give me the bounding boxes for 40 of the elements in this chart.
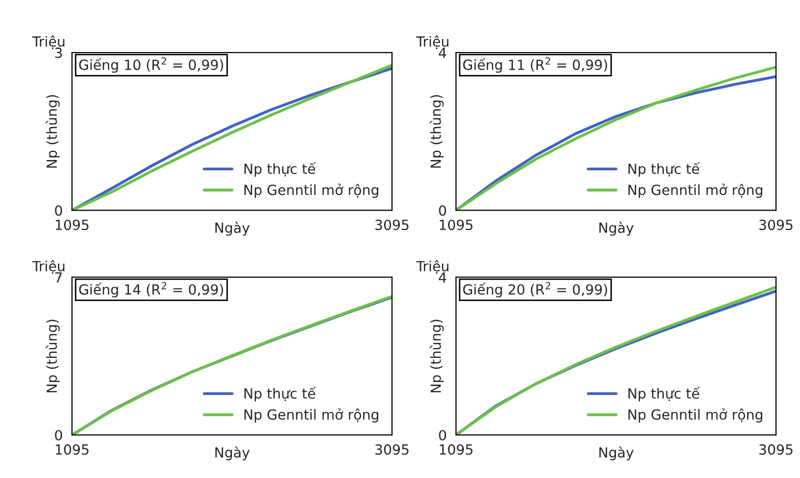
chart-title: Giếng 20 (R$^{2}$ = 0,99) (463, 282, 608, 298)
y-axis-title: Np (thùng) (430, 95, 444, 168)
x-axis-title: Ngày (599, 222, 634, 236)
x-axis-title: Ngày (215, 222, 250, 236)
y-tick-label: 0 (439, 430, 446, 440)
x-axis-title: Ngày (215, 446, 250, 460)
y-tick-label: 7 (55, 272, 62, 283)
legend-label: Np Genntil mở rộng (628, 408, 762, 422)
x-axis-title: Ngày (599, 446, 634, 460)
legend-label: Np thực tế (244, 386, 316, 402)
legend-label: Np Genntil mở rộng (244, 184, 378, 198)
text: Triệu (416, 35, 448, 50)
y-tick-label: 0 (439, 205, 446, 216)
x-tick-label: 1095 (440, 220, 472, 230)
x-tick-label: 3095 (375, 444, 408, 455)
y-axis-title: Np (thùng) (46, 95, 60, 168)
legend-label: Np Genntil mở rộng (628, 184, 762, 198)
y-tick-label: 3 (55, 48, 62, 58)
chart-title: Giếng 14 (R$^{2}$ = 0,99) (79, 282, 224, 298)
chart-title: Giếng 11 (R$^{2}$ = 0,99) (463, 57, 608, 73)
x-tick-label: 1095 (56, 444, 88, 455)
x-tick-label: 1095 (56, 220, 88, 230)
text: Triệu (32, 35, 64, 50)
y-axis-title: Np (thùng) (430, 320, 444, 392)
text: Triệu (416, 260, 448, 274)
x-tick-label: 3095 (375, 220, 408, 230)
legend-label: Np thực tế (244, 162, 316, 177)
x-tick-label: 1095 (440, 444, 472, 455)
y-tick-label: 4 (438, 48, 446, 58)
text: Triệu (32, 260, 64, 274)
chart-title: Giếng 10 (R$^{2}$ = 0,99) (79, 57, 224, 73)
y-axis-title: Np (thùng) (46, 320, 60, 392)
x-tick-label: 3095 (759, 444, 792, 455)
y-tick-label: 0 (55, 205, 62, 216)
legend-label: Np thực tế (628, 386, 700, 402)
y-tick-label: 4 (438, 272, 446, 283)
legend-label: Np thực tế (628, 162, 700, 177)
legend-label: Np Genntil mở rộng (244, 408, 378, 422)
y-tick-label: 0 (55, 430, 62, 440)
x-tick-label: 3095 (759, 220, 792, 230)
